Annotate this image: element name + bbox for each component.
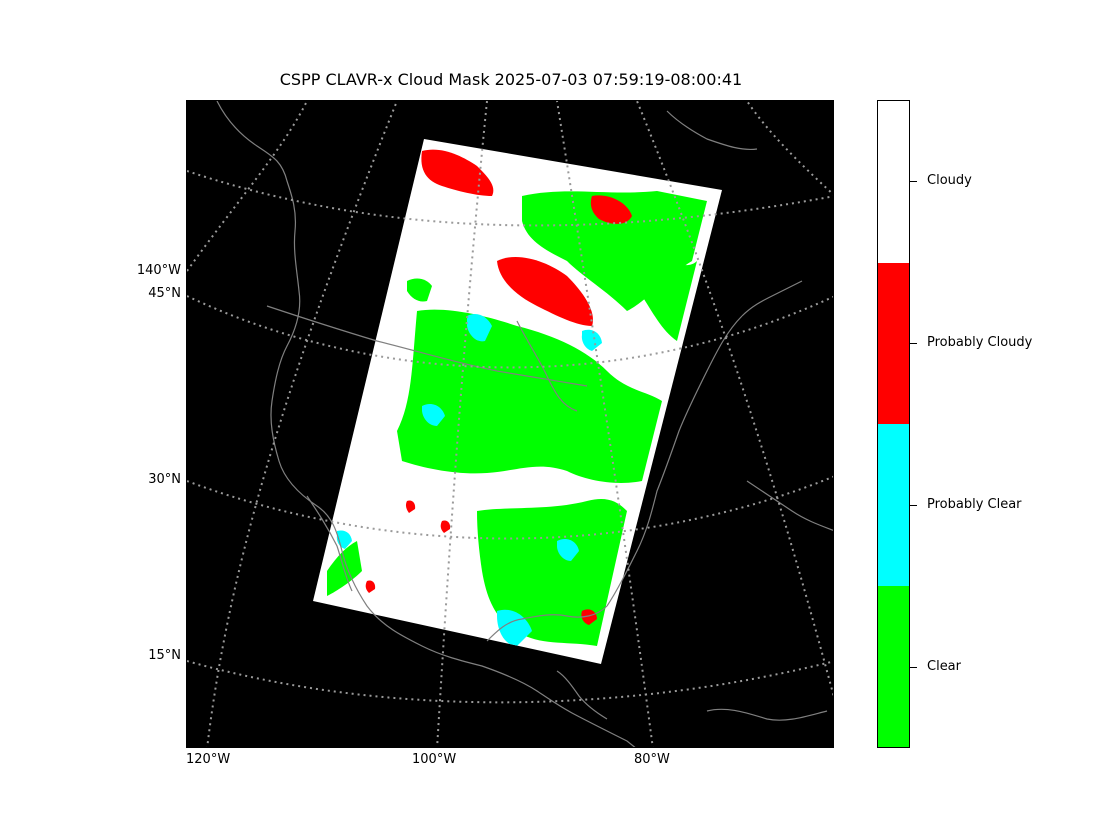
colorbar-label-probably-clear: Probably Clear	[927, 497, 1022, 512]
map-title: CSPP CLAVR-x Cloud Mask 2025-07-03 07:59…	[279, 70, 743, 89]
cloud-mask-map	[187, 101, 833, 747]
colorbar-label-clear: Clear	[927, 659, 961, 674]
probably-clear-regions	[336, 314, 602, 646]
colorbar-label-cloudy: Cloudy	[927, 173, 972, 188]
lon-label-140w: 140°W	[136, 263, 181, 278]
colorbar	[877, 100, 910, 748]
colorbar-segment-probably-clear	[878, 424, 909, 586]
graticule	[187, 101, 833, 747]
colorbar-segment-probably-cloudy	[878, 262, 909, 424]
lat-label-30n: 30°N	[148, 472, 181, 487]
colorbar-tick	[909, 181, 917, 182]
lat-label-15n: 15°N	[148, 648, 181, 663]
map-panel	[186, 100, 834, 748]
probably-cloudy-regions	[365, 149, 632, 625]
colorbar-tick	[909, 667, 917, 668]
colorbar-tick	[909, 505, 917, 506]
colorbar-label-probably-cloudy: Probably Cloudy	[927, 335, 1033, 350]
colorbar-segment-cloudy	[878, 101, 909, 263]
coastlines	[216, 101, 833, 747]
lon-label-120w: 120°W	[186, 752, 231, 767]
lat-label-45n: 45°N	[148, 286, 181, 301]
lon-label-100w: 100°W	[412, 752, 457, 767]
colorbar-segment-clear	[878, 585, 909, 747]
lon-label-80w: 80°W	[634, 752, 670, 767]
colorbar-tick	[909, 343, 917, 344]
